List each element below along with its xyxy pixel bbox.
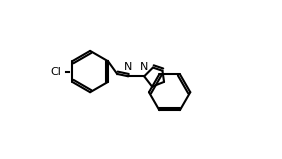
Text: Cl: Cl <box>51 67 61 76</box>
Text: N: N <box>140 62 148 72</box>
Text: N: N <box>124 62 133 72</box>
